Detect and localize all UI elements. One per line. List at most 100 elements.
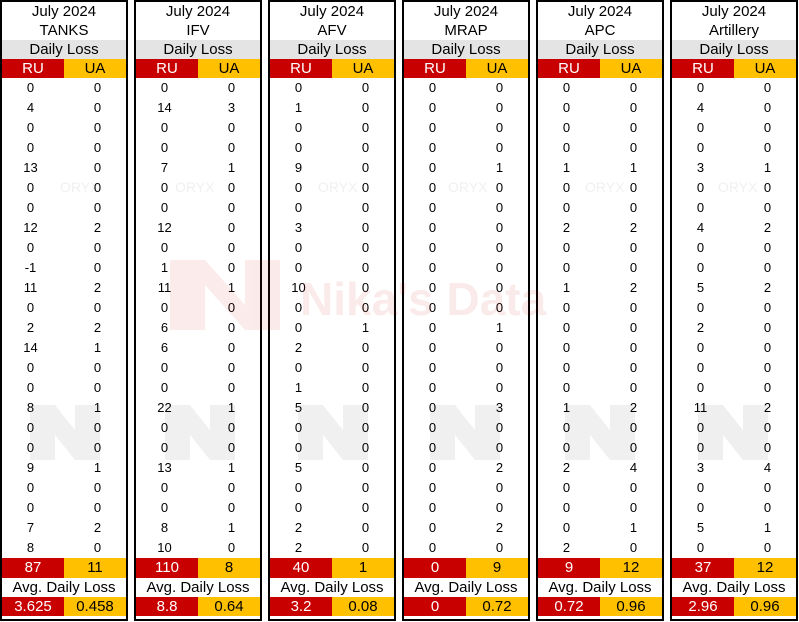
ua-daily-value: 0 xyxy=(495,240,504,255)
side-header: RU UA xyxy=(538,59,662,78)
ru-daily-value: 0 xyxy=(160,480,169,495)
ru-daily-value: 7 xyxy=(26,520,35,535)
avg-daily-loss-label: Avg. Daily Loss xyxy=(538,578,662,597)
ua-daily-value: 0 xyxy=(629,260,638,275)
ru-daily-value: 0 xyxy=(428,440,437,455)
avg-row: 2.96 0.96 xyxy=(672,597,796,616)
ua-daily-value: 0 xyxy=(361,420,370,435)
ua-label: UA xyxy=(600,59,662,78)
ua-daily-value: 0 xyxy=(227,300,236,315)
ru-daily-value: 8 xyxy=(26,540,35,555)
ua-daily-value: 0 xyxy=(495,340,504,355)
ru-daily-value: 0 xyxy=(294,360,303,375)
ru-daily-value: 12 xyxy=(23,220,38,235)
daily-loss-label: Daily Loss xyxy=(538,40,662,59)
ua-daily-value: 0 xyxy=(361,280,370,295)
ua-daily-value: 0 xyxy=(763,540,772,555)
ru-daily-value: 0 xyxy=(428,380,437,395)
ua-daily-value: 2 xyxy=(93,520,102,535)
ua-daily-value: 0 xyxy=(361,400,370,415)
ru-daily-value: 0 xyxy=(294,320,303,335)
ru-daily-value: 0 xyxy=(428,200,437,215)
ru-daily-value: 0 xyxy=(562,520,571,535)
ua-total: 12 xyxy=(734,558,796,578)
panel-period: July 2024 xyxy=(404,2,528,21)
ua-daily-value: 0 xyxy=(629,440,638,455)
ru-avg: 3.625 xyxy=(2,597,64,616)
ua-daily-value: 0 xyxy=(763,180,772,195)
day-row: 12 2 xyxy=(2,218,126,238)
ua-daily-value: 0 xyxy=(227,340,236,355)
ua-daily-value: 0 xyxy=(361,100,370,115)
ru-daily-value: -1 xyxy=(24,260,37,275)
daily-loss-label: Daily Loss xyxy=(672,40,796,59)
ua-daily-value: 0 xyxy=(93,200,102,215)
avg-row: 8.8 0.64 xyxy=(136,597,260,616)
ua-daily-value: 0 xyxy=(763,80,772,95)
side-header: RU UA xyxy=(270,59,394,78)
ru-daily-value: 2 xyxy=(562,460,571,475)
ru-daily-value: 0 xyxy=(696,480,705,495)
ru-daily-value: 0 xyxy=(428,100,437,115)
ua-daily-value: 0 xyxy=(227,320,236,335)
ua-daily-value: 1 xyxy=(629,160,638,175)
ru-daily-value: 0 xyxy=(26,420,35,435)
ua-daily-value: 1 xyxy=(361,320,370,335)
ru-daily-value: 0 xyxy=(294,200,303,215)
ru-daily-value: 0 xyxy=(562,240,571,255)
ua-daily-value: 0 xyxy=(93,240,102,255)
ua-daily-value: 1 xyxy=(227,280,236,295)
ua-daily-value: 0 xyxy=(629,140,638,155)
ua-daily-value: 0 xyxy=(763,140,772,155)
ru-avg: 2.96 xyxy=(672,597,734,616)
ua-daily-value: 0 xyxy=(93,120,102,135)
ua-daily-value: 0 xyxy=(763,340,772,355)
daily-loss-label: Daily Loss xyxy=(270,40,394,59)
ru-daily-value: 0 xyxy=(160,500,169,515)
ua-daily-value: 0 xyxy=(495,380,504,395)
ru-daily-value: 0 xyxy=(696,260,705,275)
side-header: RU UA xyxy=(2,59,126,78)
panel-apc: July 2024 APC Daily Loss RU UA 0 0 0 0 0 0 0 0 1 1 0 0 0 0… xyxy=(536,0,664,621)
ua-daily-value: 2 xyxy=(629,220,638,235)
ru-daily-value: 0 xyxy=(562,80,571,95)
ru-avg: 8.8 xyxy=(136,597,198,616)
daily-rows: 0 0 4 0 0 0 0 0 13 0 0 0 0 0 12 2 0 0 -1 0 11 2 0 0 2 2 14 1 0 0 0 0 8 1 0… xyxy=(2,78,126,558)
day-row: 13 0 xyxy=(2,158,126,178)
ua-daily-value: 0 xyxy=(361,240,370,255)
ua-daily-value: 0 xyxy=(495,500,504,515)
ru-daily-value: 0 xyxy=(696,200,705,215)
ua-total: 8 xyxy=(198,558,260,578)
day-row: -1 0 xyxy=(2,258,126,278)
ru-daily-value: 0 xyxy=(428,500,437,515)
ru-daily-value: 2 xyxy=(26,320,35,335)
ua-daily-value: 0 xyxy=(495,140,504,155)
